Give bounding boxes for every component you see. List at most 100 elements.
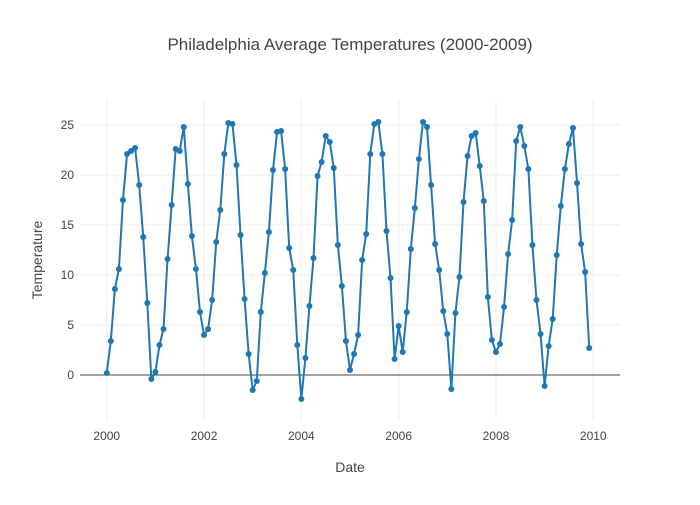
- data-point[interactable]: [192, 266, 199, 272]
- data-point[interactable]: [403, 309, 410, 315]
- data-point[interactable]: [521, 143, 528, 149]
- data-point[interactable]: [553, 252, 560, 258]
- data-point[interactable]: [476, 163, 483, 169]
- data-point[interactable]: [464, 153, 471, 159]
- data-point[interactable]: [513, 138, 520, 144]
- data-point[interactable]: [460, 199, 467, 205]
- data-point[interactable]: [286, 245, 293, 251]
- data-point[interactable]: [176, 148, 183, 154]
- data-point[interactable]: [415, 156, 422, 162]
- data-point[interactable]: [545, 343, 552, 349]
- data-point[interactable]: [569, 125, 576, 131]
- data-point[interactable]: [444, 331, 451, 337]
- data-point[interactable]: [407, 246, 414, 252]
- data-point[interactable]: [509, 217, 516, 223]
- data-point[interactable]: [549, 316, 556, 322]
- data-point[interactable]: [586, 345, 593, 351]
- data-point[interactable]: [492, 349, 499, 355]
- data-point[interactable]: [399, 349, 406, 355]
- data-point[interactable]: [201, 332, 208, 338]
- data-point[interactable]: [505, 251, 512, 257]
- data-point[interactable]: [334, 242, 341, 248]
- data-point[interactable]: [209, 297, 216, 303]
- data-point[interactable]: [229, 121, 236, 127]
- data-point[interactable]: [582, 269, 589, 275]
- data-point[interactable]: [265, 229, 272, 235]
- data-point[interactable]: [160, 326, 167, 332]
- data-point[interactable]: [383, 228, 390, 234]
- data-point[interactable]: [241, 296, 248, 302]
- data-point[interactable]: [314, 173, 321, 179]
- data-point[interactable]: [148, 376, 155, 382]
- data-point[interactable]: [557, 203, 564, 209]
- data-point[interactable]: [363, 231, 370, 237]
- data-point[interactable]: [574, 180, 581, 186]
- data-point[interactable]: [119, 197, 126, 203]
- data-point[interactable]: [261, 270, 268, 276]
- data-point[interactable]: [278, 128, 285, 134]
- data-point[interactable]: [205, 326, 212, 332]
- data-point[interactable]: [525, 166, 532, 172]
- data-point[interactable]: [517, 124, 524, 130]
- data-point[interactable]: [180, 124, 187, 130]
- data-point[interactable]: [484, 294, 491, 300]
- data-point[interactable]: [533, 297, 540, 303]
- data-point[interactable]: [428, 182, 435, 188]
- data-point[interactable]: [347, 367, 353, 373]
- data-point[interactable]: [136, 182, 143, 188]
- data-point[interactable]: [326, 139, 333, 145]
- data-point[interactable]: [152, 369, 159, 375]
- data-point[interactable]: [497, 341, 503, 347]
- data-point[interactable]: [330, 165, 337, 171]
- data-point[interactable]: [249, 387, 256, 393]
- data-point[interactable]: [411, 205, 418, 211]
- data-point[interactable]: [306, 303, 313, 309]
- data-point[interactable]: [578, 241, 585, 247]
- data-point[interactable]: [132, 145, 139, 151]
- data-point[interactable]: [424, 124, 431, 130]
- data-point[interactable]: [541, 383, 548, 389]
- data-point[interactable]: [322, 133, 329, 139]
- data-point[interactable]: [115, 266, 122, 272]
- data-point[interactable]: [375, 119, 382, 125]
- data-point[interactable]: [217, 207, 224, 213]
- data-point[interactable]: [197, 309, 203, 315]
- data-point[interactable]: [488, 337, 495, 343]
- data-point[interactable]: [103, 370, 110, 376]
- data-point[interactable]: [213, 239, 220, 245]
- data-point[interactable]: [144, 300, 151, 306]
- data-point[interactable]: [245, 351, 252, 357]
- data-point[interactable]: [184, 181, 191, 187]
- series-line[interactable]: [105, 121, 591, 400]
- data-point[interactable]: [253, 378, 260, 384]
- data-point[interactable]: [188, 233, 195, 239]
- data-point[interactable]: [367, 151, 374, 157]
- data-point[interactable]: [395, 323, 402, 329]
- data-point[interactable]: [168, 202, 175, 208]
- data-point[interactable]: [237, 232, 244, 238]
- data-point[interactable]: [298, 396, 305, 402]
- data-point[interactable]: [379, 151, 386, 157]
- data-point[interactable]: [452, 310, 459, 316]
- data-point[interactable]: [302, 355, 309, 361]
- data-point[interactable]: [456, 274, 463, 280]
- data-point[interactable]: [140, 234, 147, 240]
- data-point[interactable]: [355, 332, 362, 338]
- data-point[interactable]: [107, 338, 114, 344]
- data-point[interactable]: [537, 331, 544, 337]
- data-point[interactable]: [472, 130, 479, 136]
- data-point[interactable]: [342, 338, 349, 344]
- data-point[interactable]: [269, 167, 276, 173]
- data-point[interactable]: [359, 257, 366, 263]
- data-point[interactable]: [440, 308, 447, 314]
- data-point[interactable]: [290, 267, 297, 273]
- data-point[interactable]: [436, 267, 443, 273]
- data-point[interactable]: [432, 241, 439, 247]
- data-point[interactable]: [529, 242, 536, 248]
- data-point[interactable]: [501, 304, 508, 310]
- data-point[interactable]: [111, 286, 118, 292]
- data-point[interactable]: [257, 309, 264, 315]
- data-point[interactable]: [156, 342, 163, 348]
- data-point[interactable]: [565, 141, 572, 147]
